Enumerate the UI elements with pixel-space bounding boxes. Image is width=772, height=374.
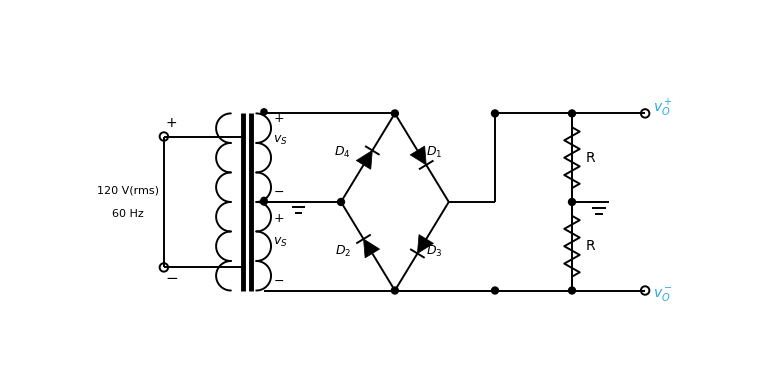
Text: $v_O^+$: $v_O^+$: [653, 98, 672, 119]
Text: +: +: [273, 212, 284, 226]
Text: $v_O^-$: $v_O^-$: [653, 286, 672, 304]
Text: R: R: [586, 151, 595, 165]
Text: −: −: [273, 186, 284, 199]
Text: $D_2$: $D_2$: [335, 244, 351, 259]
Polygon shape: [364, 239, 380, 258]
Text: R: R: [586, 239, 595, 253]
Circle shape: [568, 287, 575, 294]
Text: +: +: [166, 116, 178, 130]
Circle shape: [492, 287, 499, 294]
Polygon shape: [410, 146, 426, 165]
Circle shape: [261, 197, 267, 203]
Text: $D_1$: $D_1$: [426, 145, 443, 160]
Circle shape: [492, 110, 499, 117]
Circle shape: [261, 199, 267, 205]
Circle shape: [391, 110, 398, 117]
Circle shape: [391, 287, 398, 294]
Text: $D_3$: $D_3$: [426, 244, 443, 259]
Text: −: −: [273, 275, 284, 288]
Text: −: −: [165, 272, 178, 286]
Text: +: +: [273, 112, 284, 125]
Text: 60 Hz: 60 Hz: [112, 209, 144, 218]
Text: $v_S$: $v_S$: [273, 236, 288, 249]
Text: $v_S$: $v_S$: [273, 134, 288, 147]
Text: 120 V(rms): 120 V(rms): [96, 186, 159, 195]
Circle shape: [568, 110, 575, 117]
Circle shape: [261, 109, 267, 115]
Text: $D_4$: $D_4$: [334, 145, 351, 160]
Polygon shape: [357, 150, 372, 169]
Polygon shape: [418, 234, 433, 254]
Circle shape: [337, 199, 344, 205]
Circle shape: [568, 199, 575, 205]
